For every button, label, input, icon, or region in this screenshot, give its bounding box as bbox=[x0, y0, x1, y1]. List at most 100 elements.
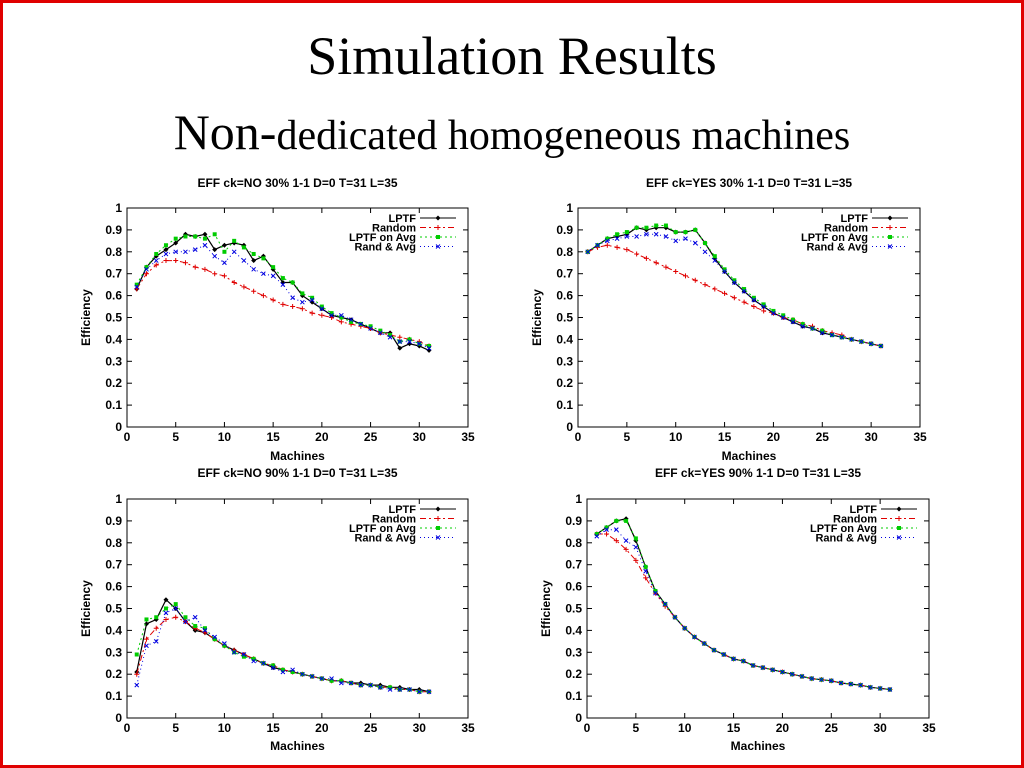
x-tick-label: 0 bbox=[124, 430, 131, 444]
point-rand-avg bbox=[241, 652, 247, 657]
point-rand-avg bbox=[711, 647, 717, 653]
y-tick-label: 1 bbox=[115, 201, 122, 215]
point-rand-avg bbox=[202, 242, 208, 248]
chart-title: EFF ck=YES 90% 1-1 D=0 T=31 L=35 bbox=[655, 466, 861, 480]
point-rand-avg bbox=[387, 334, 393, 340]
point-rand-avg bbox=[251, 266, 257, 272]
point-rand-avg bbox=[338, 312, 344, 318]
x-axis-label: Machines bbox=[270, 739, 325, 753]
point-lptf-on-avg bbox=[407, 337, 412, 342]
point-rand-avg bbox=[761, 304, 767, 309]
x-tick-label: 10 bbox=[669, 430, 683, 444]
legend-marker bbox=[887, 244, 893, 249]
point-lptf-on-avg bbox=[241, 245, 246, 250]
point-lptf-on-avg bbox=[290, 670, 295, 675]
legend-label: Rand & Avg bbox=[354, 242, 416, 254]
point-random bbox=[290, 304, 296, 310]
point-random bbox=[143, 271, 149, 277]
x-tick-label: 10 bbox=[218, 721, 232, 735]
point-random bbox=[624, 247, 630, 253]
point-rand-avg bbox=[173, 249, 179, 255]
point-random bbox=[299, 306, 305, 312]
point-random bbox=[397, 334, 403, 340]
x-tick-label: 20 bbox=[315, 430, 329, 444]
x-tick-label: 20 bbox=[776, 721, 790, 735]
point-lptf-on-avg bbox=[329, 311, 334, 316]
point-lptf-on-avg bbox=[154, 615, 159, 620]
legend-marker bbox=[435, 215, 441, 221]
point-lptf-on-avg bbox=[144, 617, 149, 622]
point-random bbox=[241, 284, 247, 290]
x-tick-label: 35 bbox=[461, 430, 475, 444]
point-lptf-on-avg bbox=[742, 287, 747, 292]
chart-2: EFF ck=YES 30% 1-1 D=0 T=31 L=350 5 10 15 20… bbox=[530, 176, 927, 463]
y-tick-label: 0.7 bbox=[105, 267, 122, 281]
x-tick-label: 10 bbox=[218, 430, 232, 444]
point-lptf-on-avg bbox=[222, 643, 227, 648]
point-lptf-on-avg bbox=[605, 236, 610, 241]
y-axis-label: Efficiency bbox=[539, 580, 553, 637]
point-rand-avg bbox=[212, 634, 218, 640]
point-random bbox=[280, 301, 286, 307]
legend-label: LPTF on Avg bbox=[349, 523, 416, 535]
point-lptf-on-avg bbox=[732, 278, 737, 283]
point-rand-avg bbox=[848, 681, 854, 687]
point-rand-avg bbox=[800, 323, 806, 329]
subtitle-lead: Non- bbox=[173, 104, 277, 160]
y-tick-label: 0 bbox=[575, 711, 582, 725]
point-lptf-on-avg bbox=[653, 588, 658, 593]
chart-4: EFF ck=YES 90% 1-1 D=0 T=31 L=350 5 10 15 20… bbox=[539, 466, 936, 753]
y-tick-label: 0.7 bbox=[565, 558, 582, 572]
x-tick-label: 30 bbox=[864, 430, 878, 444]
y-tick-label: 0.8 bbox=[565, 536, 582, 550]
legend-marker bbox=[896, 535, 902, 540]
point-lptf-on-avg bbox=[329, 678, 334, 683]
point-rand-avg bbox=[192, 614, 198, 620]
point-rand-avg bbox=[673, 238, 679, 244]
x-tick-label: 0 bbox=[584, 721, 591, 735]
point-lptf-on-avg bbox=[368, 324, 373, 329]
point-lptf-on-avg bbox=[241, 654, 246, 659]
point-lptf-on-avg bbox=[633, 536, 638, 541]
x-tick-label: 30 bbox=[413, 430, 427, 444]
legend-marker bbox=[436, 235, 440, 239]
y-tick-label: 0.6 bbox=[105, 580, 122, 594]
point-rand-avg bbox=[643, 568, 648, 574]
point-lptf-on-avg bbox=[683, 230, 688, 235]
point-rand-avg bbox=[829, 332, 835, 338]
point-random bbox=[319, 312, 325, 318]
point-lptf-on-avg bbox=[673, 230, 678, 235]
point-lptf-on-avg bbox=[643, 564, 648, 569]
point-lptf-on-avg bbox=[722, 267, 727, 272]
y-tick-label: 0.2 bbox=[105, 667, 122, 681]
point-rand-avg bbox=[771, 310, 776, 316]
series-line-3 bbox=[136, 607, 429, 693]
point-rand-avg bbox=[594, 533, 600, 539]
point-rand-avg bbox=[407, 687, 412, 692]
point-lptf bbox=[173, 240, 179, 246]
point-rand-avg bbox=[858, 682, 863, 688]
point-rand-avg bbox=[202, 628, 208, 633]
y-tick-label: 0.4 bbox=[105, 623, 122, 637]
point-lptf-on-avg bbox=[134, 652, 139, 657]
point-rand-avg bbox=[828, 678, 834, 684]
y-tick-label: 0 bbox=[115, 420, 122, 434]
point-random bbox=[604, 242, 610, 248]
point-random bbox=[231, 279, 237, 285]
point-random bbox=[751, 304, 757, 310]
point-rand-avg bbox=[623, 538, 629, 543]
y-axis-label: Efficiency bbox=[79, 580, 93, 637]
point-rand-avg bbox=[416, 689, 422, 695]
point-rand-avg bbox=[770, 667, 776, 673]
y-tick-label: 0.1 bbox=[556, 398, 573, 412]
chart-title: EFF ck=YES 30% 1-1 D=0 T=31 L=35 bbox=[646, 176, 852, 190]
y-tick-label: 0.1 bbox=[105, 689, 122, 703]
point-random bbox=[163, 258, 169, 264]
point-rand-avg bbox=[134, 682, 140, 688]
point-random bbox=[623, 546, 629, 552]
point-random bbox=[614, 244, 620, 250]
point-lptf-on-avg bbox=[693, 227, 698, 232]
x-tick-label: 15 bbox=[266, 721, 280, 735]
legend-marker bbox=[436, 526, 440, 530]
point-lptf-on-avg bbox=[212, 232, 217, 237]
